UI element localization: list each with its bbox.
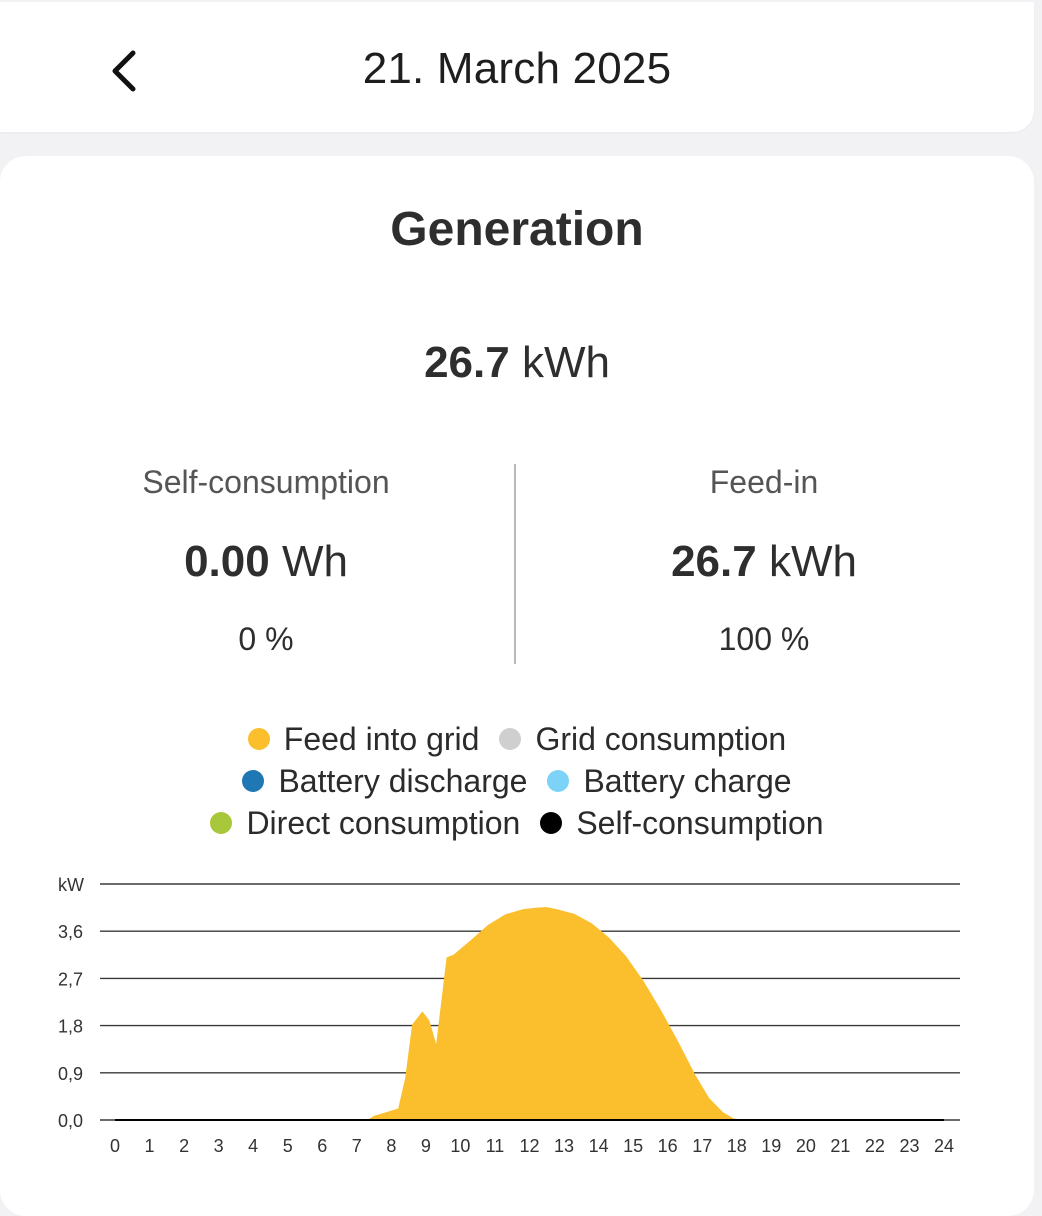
column-divider [514,464,516,664]
legend-dot-icon [540,812,563,834]
x-tick-label: 17 [692,1136,712,1156]
y-axis-unit-label: kW [58,875,84,895]
back-button[interactable] [102,46,146,96]
y-tick-label: 0,9 [58,1064,83,1084]
feed-in-label: Feed-in [709,464,819,500]
x-tick-label: 14 [589,1136,609,1156]
legend-dot-icon [499,728,522,750]
feed-in-amount: 26.7 [671,537,757,586]
legend-item-self-consumption[interactable]: Self-consumption [540,804,824,842]
x-tick-label: 8 [386,1136,396,1156]
generation-title: Generation [390,203,644,256]
x-tick-label: 19 [761,1136,781,1156]
generation-total: 26.7 kWh [0,338,1034,388]
header-bar: 21. March 2025 [0,2,1034,132]
y-tick-label: 0,0 [58,1111,83,1131]
legend-item-grid-consumption[interactable]: Grid consumption [499,721,786,758]
x-tick-label: 7 [352,1136,362,1156]
x-tick-label: 23 [899,1136,919,1156]
self-consumption-value: 0.00 Wh [66,537,466,587]
x-tick-label: 11 [486,1136,505,1156]
x-tick-label: 3 [214,1136,224,1156]
x-tick-label: 20 [796,1136,816,1156]
series-area-feed-into-grid [115,907,944,1120]
x-tick-label: 1 [145,1136,155,1156]
feed-in-column: Feed-in 26.7 kWh 100 % [564,464,964,658]
x-tick-label: 18 [727,1136,747,1156]
generation-card: Generation 26.7 kWh Self-consumption 0.0… [0,156,1034,1216]
feed-in-unit: kWh [768,537,857,586]
x-tick-label: 10 [450,1136,470,1156]
generation-chart[interactable]: kW0,00,91,82,73,60 1 2 3 4 5 6 7 8 9 10 11 12 13 14 15 1… [0,866,1042,1176]
legend-label: Self-consumption [576,804,824,841]
y-tick-label: 1,8 [58,1017,83,1037]
legend-dot-icon [547,770,570,792]
total-unit: kWh [521,338,610,387]
chart-legend: Feed into grid Grid consumption Battery … [0,718,1034,844]
feed-in-percent: 100 % [718,621,810,657]
legend-item-feed-into-grid[interactable]: Feed into grid [247,720,480,758]
total-value: 26.7 [424,338,510,387]
legend-item-battery-charge[interactable]: Battery charge [547,762,792,800]
self-consumption-amount: 0.00 [184,537,270,586]
x-tick-label: 24 [934,1136,954,1156]
x-tick-label: 12 [519,1136,539,1156]
x-tick-label: 5 [283,1136,293,1156]
legend-label: Feed into grid [283,720,480,757]
chevron-left-icon [112,50,136,92]
self-consumption-unit: Wh [281,537,348,586]
y-tick-label: 2,7 [58,969,83,989]
x-tick-label: 0 [110,1136,120,1156]
legend-dot-icon [247,728,270,750]
legend-dot-icon [242,770,265,792]
legend-item-direct-consumption[interactable]: Direct consumption [210,805,520,842]
date-title: 21. March 2025 [362,44,672,93]
legend-item-battery-discharge[interactable]: Battery discharge [242,763,527,800]
legend-label: Grid consumption [535,720,787,757]
y-tick-label: 3,6 [58,922,83,942]
x-tick-label: 16 [658,1136,678,1156]
x-tick-label: 22 [865,1136,885,1156]
self-consumption-label: Self-consumption [142,464,390,500]
self-consumption-percent: 0 % [238,621,294,657]
feed-in-value: 26.7 kWh [564,537,964,587]
x-tick-label: 13 [554,1136,574,1156]
legend-dot-icon [210,812,233,834]
x-tick-label: 21 [830,1136,850,1156]
self-consumption-column: Self-consumption 0.00 Wh 0 % [66,464,466,658]
x-tick-label: 15 [623,1136,643,1156]
legend-label: Battery discharge [278,762,528,799]
x-tick-label: 9 [421,1136,431,1156]
legend-label: Battery charge [583,762,792,799]
x-tick-label: 6 [317,1136,327,1156]
legend-label: Direct consumption [246,804,521,841]
x-tick-label: 2 [179,1136,189,1156]
x-tick-label: 4 [248,1136,258,1156]
